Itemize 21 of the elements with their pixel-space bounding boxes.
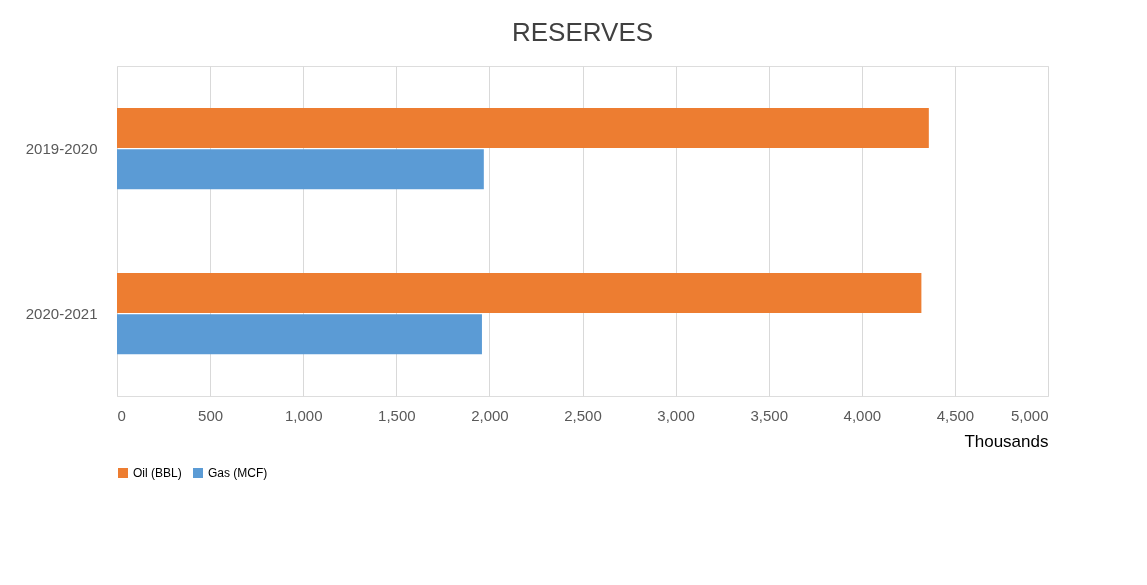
x-tick-label: 1,000	[284, 406, 323, 424]
x-tick-label: 2,500	[564, 406, 602, 424]
bar	[117, 314, 482, 355]
x-tick-label: 4,000	[843, 406, 882, 424]
x-tick-label: 3,500	[750, 406, 788, 424]
y-tick-label: 2020-2021	[25, 304, 98, 322]
x-tick-label: 4,500	[936, 406, 975, 424]
legend-label: Gas (MCF)	[208, 466, 268, 480]
y-tick-label: 2019-2020	[25, 139, 98, 157]
x-tick-label: 5,000	[1010, 406, 1049, 424]
x-axis-title: Thousands	[964, 431, 1049, 451]
chart-title: RESERVES	[511, 17, 654, 47]
x-tick-label: 2,000	[471, 406, 509, 424]
x-tick-label: 500	[198, 406, 224, 424]
x-tick-label: 1,500	[378, 406, 416, 424]
legend-label: Oil (BBL)	[133, 466, 182, 480]
x-tick-label: 3,000	[657, 406, 695, 424]
bar	[117, 107, 929, 148]
x-tick-label: 0	[117, 406, 126, 424]
bar	[117, 272, 922, 313]
bar	[117, 149, 484, 190]
